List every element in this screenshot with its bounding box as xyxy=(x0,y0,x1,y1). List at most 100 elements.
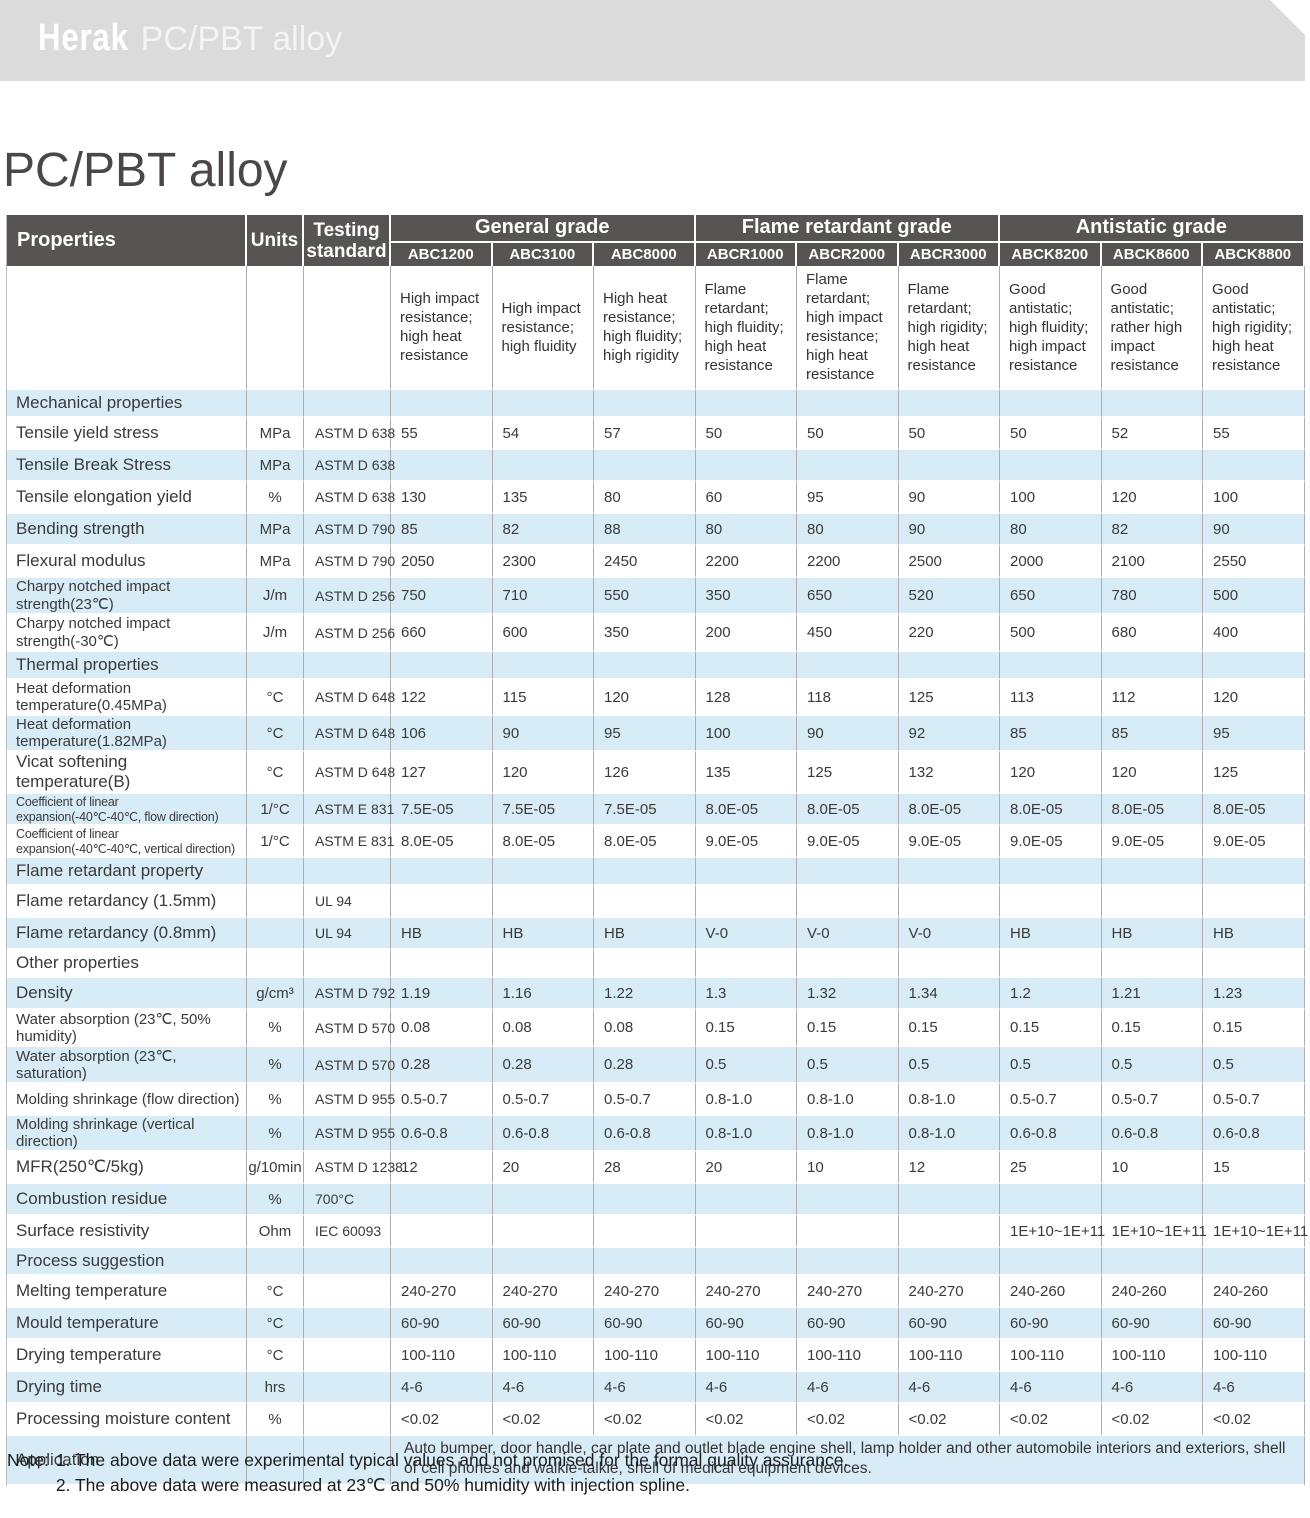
table-row: Drying temperature °C 100-110 100-110 100-11… xyxy=(7,1340,1305,1372)
table-row: Coefficient of linear expansion(-40℃-40℃… xyxy=(7,794,1305,826)
empty-cell xyxy=(1000,858,1102,886)
standard-cell xyxy=(304,1276,391,1308)
value-cell: 60-90 xyxy=(1000,1308,1102,1340)
value-cell: 0.8-1.0 xyxy=(695,1084,798,1116)
value-cell: 8.0E-05 xyxy=(492,826,594,858)
property-cell: Molding shrinkage (flow direction) xyxy=(7,1084,247,1116)
empty-cell xyxy=(695,652,798,680)
value-cell: 60-90 xyxy=(898,1308,1001,1340)
unit-cell: Ohm xyxy=(247,1216,304,1248)
value-cell: 0.6-0.8 xyxy=(1000,1116,1102,1152)
value-cell: 8.0E-05 xyxy=(898,794,1001,826)
empty-cell xyxy=(247,858,304,886)
standard-cell: ASTM D 792 xyxy=(304,978,395,1010)
value-cell: 54 xyxy=(492,418,594,450)
value-cell: 95 xyxy=(797,482,899,514)
grade-name-header: ABC3100 xyxy=(492,240,594,266)
value-cell: 60-90 xyxy=(594,1308,696,1340)
value-cell: 95 xyxy=(594,716,696,752)
standard-cell: ASTM E 831 xyxy=(304,826,394,858)
empty-cell xyxy=(391,950,493,978)
empty-cell xyxy=(797,858,899,886)
value-cell: 0.5 xyxy=(695,1047,798,1084)
empty-cell xyxy=(594,390,696,418)
table-row: Tensile yield stress MPa ASTM D 638 55 54 57 5… xyxy=(7,418,1305,450)
grade-group-header: Flame retardant grade xyxy=(695,215,1001,241)
value-cell xyxy=(898,450,1001,482)
table-row: Charpy notched impact strength(-30℃) J/m A… xyxy=(7,615,1305,652)
value-cell xyxy=(391,450,493,482)
empty-cell xyxy=(391,652,493,680)
grade-description-cell: Good antistatic; high rigidity; high hea… xyxy=(1203,266,1305,390)
value-cell: 0.5-0.7 xyxy=(1203,1084,1305,1116)
value-cell: 100 xyxy=(1000,482,1102,514)
standard-cell: ASTM D 955 xyxy=(304,1084,395,1116)
value-cell: <0.02 xyxy=(797,1404,899,1436)
value-cell xyxy=(1000,450,1102,482)
section-label: Thermal properties xyxy=(7,652,247,680)
value-cell: <0.02 xyxy=(898,1404,1001,1436)
section-label: Mechanical properties xyxy=(7,390,247,418)
empty-cell xyxy=(594,652,696,680)
value-cell: 122 xyxy=(391,680,493,716)
value-cell: 100-110 xyxy=(695,1340,798,1372)
value-cell: 88 xyxy=(594,514,696,546)
empty-cell xyxy=(1203,652,1305,680)
empty-cell xyxy=(304,1248,391,1276)
value-cell: 100-110 xyxy=(898,1340,1001,1372)
table-row: Coefficient of linear expansion(-40℃-40℃… xyxy=(7,826,1305,858)
empty-cell xyxy=(247,950,304,978)
value-cell: 0.8-1.0 xyxy=(797,1084,899,1116)
section-row: Process suggestion xyxy=(7,1248,1305,1276)
value-cell: 350 xyxy=(594,615,696,652)
grade-description-cell: High impact resistance; high heat resist… xyxy=(391,266,493,390)
standard-cell xyxy=(304,1436,391,1486)
table-row: Processing moisture content% <0.02 <0.02 <0… xyxy=(7,1404,1305,1436)
unit-cell: °C xyxy=(247,680,304,716)
value-cell: V-0 xyxy=(898,918,1001,950)
value-cell: 200 xyxy=(695,615,798,652)
value-cell: 0.5 xyxy=(1000,1047,1102,1084)
value-cell: 60-90 xyxy=(1203,1308,1305,1340)
empty-cell xyxy=(304,858,391,886)
value-cell: 2550 xyxy=(1203,546,1305,578)
grade-group-header: Antistatic grade xyxy=(1000,215,1305,241)
unit-cell: °C xyxy=(247,1308,304,1340)
value-cell: 112 xyxy=(1101,680,1204,716)
banner-subtitle: PC/PBT alloy xyxy=(140,20,343,58)
value-cell: 60-90 xyxy=(797,1308,899,1340)
property-cell: Drying time xyxy=(7,1372,247,1404)
value-cell: 1E+10~1E+11 xyxy=(1203,1216,1308,1248)
table-row: Flame retardancy (0.8mm) UL 94 HB HB HB V-0 V-… xyxy=(7,918,1305,950)
value-cell xyxy=(492,886,594,918)
table-row: Tensile Break Stress MPa ASTM D 638 xyxy=(7,450,1305,482)
value-cell: 60-90 xyxy=(695,1308,798,1340)
table-row: Charpy notched impact strength(23℃) J/m AS… xyxy=(7,578,1305,615)
value-cell: 0.6-0.8 xyxy=(594,1116,696,1152)
value-cell: 60-90 xyxy=(492,1308,594,1340)
value-cell: 125 xyxy=(1203,752,1305,794)
unit-cell: hrs xyxy=(247,1372,304,1404)
value-cell: 650 xyxy=(797,578,899,615)
grade-description-cell: Flame retardant; high impact resistance;… xyxy=(797,266,899,390)
value-cell: 100 xyxy=(695,716,798,752)
table-row: Heat deformation temperature(0.45MPa) °C A… xyxy=(7,680,1305,716)
empty-cell xyxy=(898,652,1001,680)
property-cell: Melting temperature xyxy=(7,1276,247,1308)
value-cell: 240-270 xyxy=(391,1276,493,1308)
value-cell: 115 xyxy=(492,680,594,716)
value-cell: 0.28 xyxy=(492,1047,594,1084)
value-cell: 4-6 xyxy=(1101,1372,1204,1404)
value-cell: 0.15 xyxy=(797,1010,899,1047)
empty-cell xyxy=(695,950,798,978)
empty-cell xyxy=(492,950,594,978)
standard-cell: ASTM D 790 xyxy=(304,514,395,546)
page-title: PC/PBT alloy xyxy=(3,144,288,197)
value-cell: 127 xyxy=(391,752,493,794)
property-cell: Vicat softening temperature(B) xyxy=(7,752,247,794)
standard-cell xyxy=(304,1372,391,1404)
empty-cell xyxy=(1000,390,1102,418)
value-cell: 7.5E-05 xyxy=(391,794,493,826)
standard-cell: ASTM D 638 xyxy=(304,418,395,450)
value-cell: 10 xyxy=(797,1152,899,1184)
